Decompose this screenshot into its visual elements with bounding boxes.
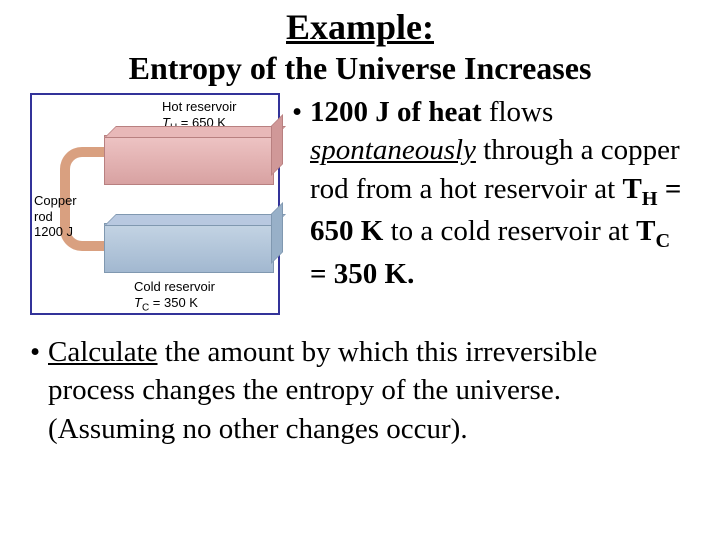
slide-subtitle: Entropy of the Universe Increases: [30, 50, 690, 87]
slide-title: Example:: [30, 6, 690, 48]
bullet-2-text: Calculate the amount by which this irrev…: [48, 333, 690, 448]
slide: Example: Entropy of the Universe Increas…: [0, 0, 720, 540]
bullet-mark: •: [292, 93, 310, 293]
cold-reservoir-block: [104, 223, 274, 273]
bullet-1-text: 1200 J of heat flows spontaneously throu…: [310, 93, 690, 293]
cold-reservoir-label: Cold reservoir TC = 350 K: [134, 279, 215, 314]
bullet-2: • Calculate the amount by which this irr…: [30, 333, 690, 448]
bullet-mark: •: [30, 333, 48, 448]
reservoir-diagram: Hot reservoir TH = 650 K Copper rod 1200…: [30, 93, 280, 315]
hot-reservoir-block: [104, 135, 274, 185]
rod-label: Copper rod 1200 J: [34, 193, 77, 240]
content-row: Hot reservoir TH = 650 K Copper rod 1200…: [30, 93, 690, 315]
bullet-1: • 1200 J of heat flows spontaneously thr…: [292, 93, 690, 293]
